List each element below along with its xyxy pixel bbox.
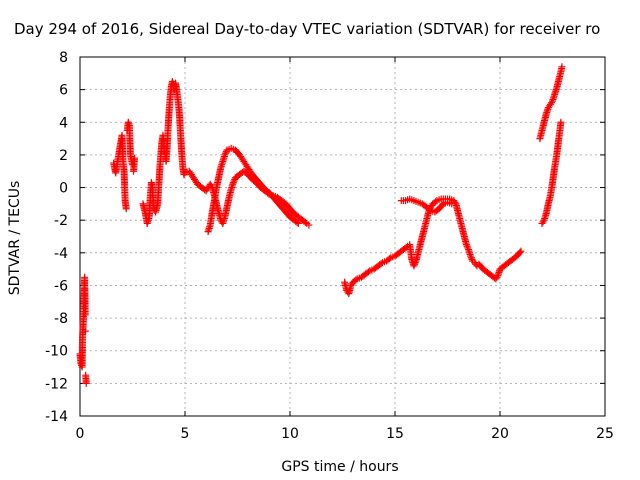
- y-tick-label: 6: [59, 83, 68, 99]
- data-point: [81, 311, 89, 319]
- y-tick-label: -4: [54, 246, 68, 262]
- y-tick-label: -14: [45, 409, 68, 425]
- data-point: [451, 198, 459, 206]
- data-point: [411, 259, 419, 267]
- data-point: [464, 244, 472, 252]
- y-tick-label: 0: [59, 181, 68, 197]
- data-point: [122, 205, 130, 213]
- y-tick-label: -10: [45, 344, 68, 360]
- data-point: [229, 179, 237, 187]
- data-point: [547, 99, 555, 107]
- data-points: [76, 63, 566, 387]
- data-point: [467, 252, 475, 260]
- y-tick-label: -8: [54, 311, 68, 327]
- grid: [80, 57, 605, 416]
- x-tick-label: 5: [181, 426, 190, 442]
- chart-title: Day 294 of 2016, Sidereal Day-to-day VTE…: [14, 20, 600, 38]
- y-tick-label: -12: [45, 376, 68, 392]
- data-point: [493, 273, 501, 281]
- y-tick-label: -2: [54, 213, 68, 229]
- data-point: [462, 241, 470, 249]
- data-point: [411, 260, 419, 268]
- data-point: [516, 248, 524, 256]
- y-tick-label: -6: [54, 278, 68, 294]
- data-point: [293, 218, 301, 226]
- x-tick-label: 10: [281, 426, 299, 442]
- data-point: [82, 379, 90, 387]
- x-tick-label: 20: [491, 426, 509, 442]
- x-tick-label: 0: [76, 426, 85, 442]
- y-tick-label: 8: [59, 50, 68, 66]
- data-point: [222, 149, 230, 157]
- data-point: [294, 219, 302, 227]
- plot-frame: [79, 56, 606, 417]
- x-tick-label: 15: [386, 426, 404, 442]
- y-axis-label: SDTVAR / TECUs: [7, 181, 23, 296]
- data-point: [221, 151, 229, 159]
- data-point: [410, 262, 418, 270]
- data-point: [130, 167, 138, 175]
- data-point: [230, 177, 238, 185]
- x-tick-label: 25: [596, 426, 614, 442]
- data-point: [557, 118, 565, 126]
- x-axis-label: GPS time / hours: [281, 459, 398, 475]
- axis-ticks: 0 5 10 15 20 25 -14 -12 -10 -8 -6 -4 -2 0 2 4 6 8: [45, 50, 614, 442]
- data-point: [448, 200, 456, 208]
- data-point: [305, 221, 313, 229]
- y-tick-label: 4: [59, 115, 68, 131]
- data-point: [467, 254, 475, 262]
- data-point: [81, 327, 89, 335]
- data-point: [463, 242, 471, 250]
- y-tick-label: 2: [59, 148, 68, 164]
- data-point: [558, 63, 566, 71]
- data-point: [517, 247, 525, 255]
- data-point: [539, 218, 547, 226]
